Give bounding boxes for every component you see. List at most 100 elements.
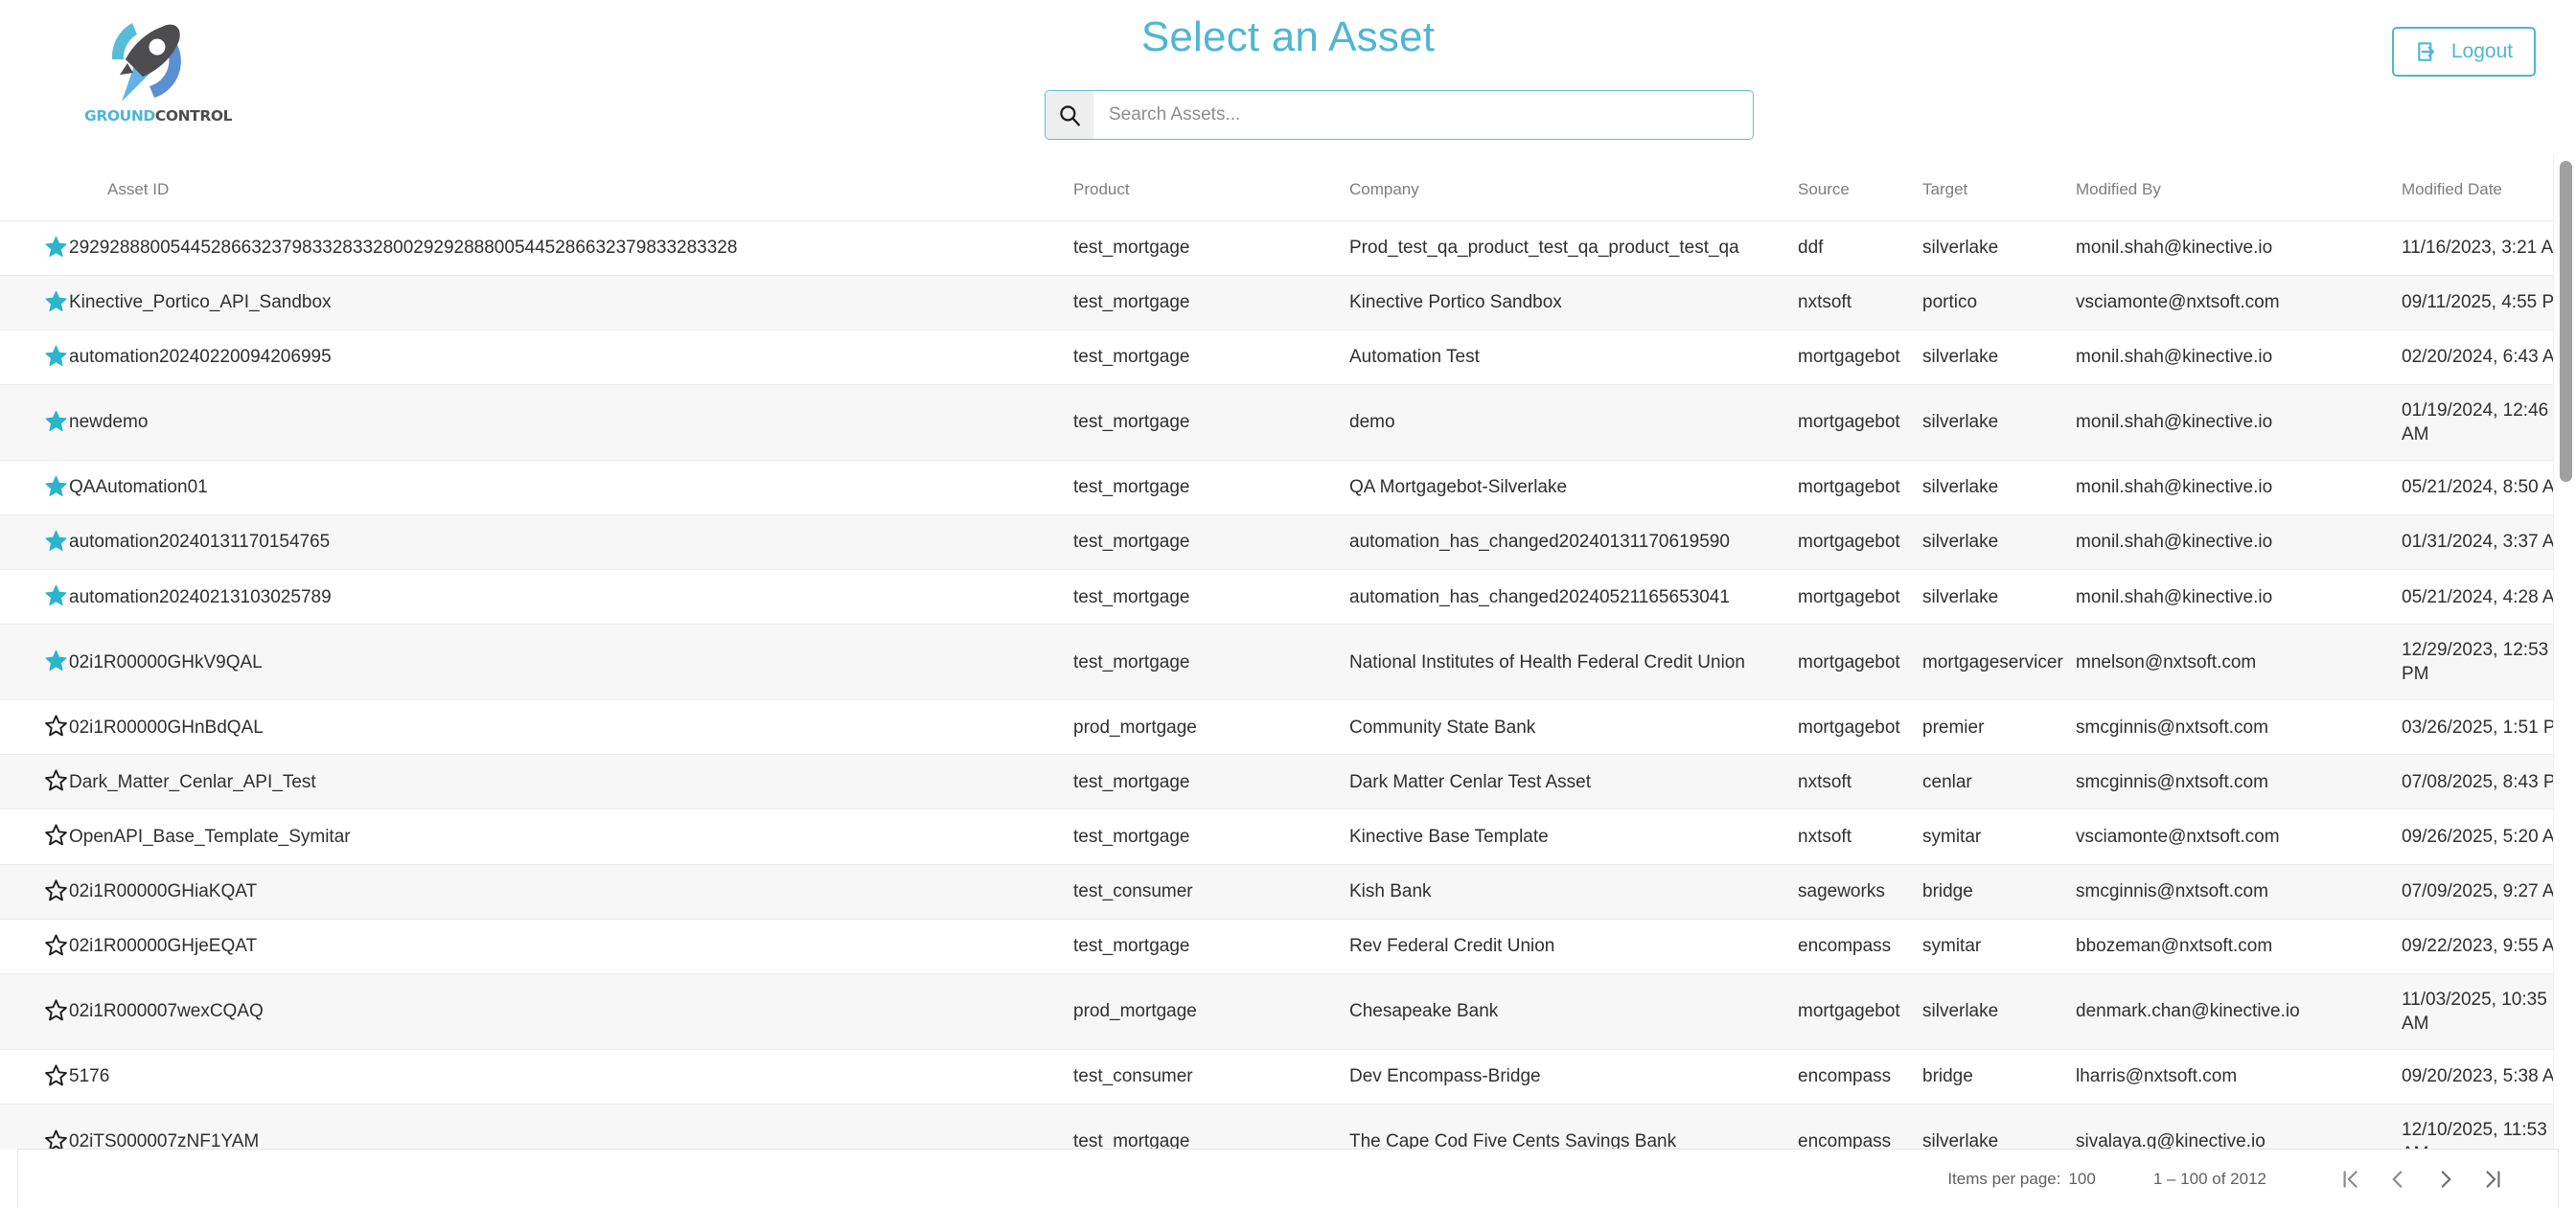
favorite-star-cell[interactable]	[0, 384, 68, 461]
app-logo: GROUNDCONTROL	[84, 17, 233, 134]
cell-modified-by: monil.shah@kinective.io	[2076, 220, 2402, 276]
star-filled-icon[interactable]	[44, 235, 68, 259]
paginator: Items per page: 100 1 – 100 of 2012	[17, 1149, 2559, 1208]
last-page-button[interactable]	[2470, 1155, 2518, 1203]
cell-target: premier	[1922, 699, 2076, 756]
table-row[interactable]: 02i1R00000GHiaKQAT test_consumer Kish Bank…	[0, 864, 2576, 920]
cell-modified-by: vsciamonte@nxtsoft.com	[2076, 809, 2402, 865]
table-row[interactable]: automation20240131170154765 test_mortgage…	[0, 514, 2576, 571]
cell-asset-id: 02i1R000007wexCQAQ	[67, 973, 1073, 1050]
cell-product: test_consumer	[1073, 864, 1349, 920]
cell-modified-by: vsciamonte@nxtsoft.com	[2076, 275, 2402, 330]
items-per-page-select[interactable]: 100	[2068, 1169, 2096, 1188]
table-row[interactable]: 5176 test_consumer Dev Encompass-Bridge enc…	[0, 1049, 2576, 1105]
table-row[interactable]: 02i1R00000GHjeEQAT test_mortgage Rev Feder…	[0, 919, 2576, 974]
table-row[interactable]: Kinective_Portico_API_Sandbox test_mortga…	[0, 275, 2576, 330]
cell-modified-date: 05/21/2024, 8:50 AM	[2402, 460, 2576, 515]
favorite-star-cell[interactable]	[0, 699, 68, 756]
logo-text-control: CONTROL	[154, 107, 233, 125]
star-outline-icon[interactable]	[44, 878, 68, 902]
cell-modified-date: 01/31/2024, 3:37 AM	[2402, 514, 2576, 571]
favorite-star-cell[interactable]	[0, 1104, 67, 1150]
star-outline-icon[interactable]	[44, 823, 68, 847]
star-filled-icon[interactable]	[44, 649, 68, 672]
table-row[interactable]: 02i1R00000GHnBdQAL prod_mortgage Community…	[0, 699, 2576, 756]
favorite-star-cell[interactable]	[0, 1049, 68, 1105]
favorite-star-cell[interactable]	[0, 809, 68, 865]
favorite-star-cell[interactable]	[0, 330, 68, 385]
column-header-product[interactable]: Product	[1073, 153, 1349, 221]
star-filled-icon[interactable]	[44, 474, 68, 498]
cell-asset-id: 02iTS000007zNF1YAM	[67, 1104, 1073, 1150]
favorite-star-cell[interactable]	[0, 919, 68, 974]
search-bar[interactable]	[1045, 90, 1754, 140]
cell-modified-by: monil.shah@kinective.io	[2076, 384, 2402, 461]
favorite-star-cell[interactable]	[0, 514, 68, 571]
star-outline-icon[interactable]	[44, 768, 68, 792]
column-header-source[interactable]: Source	[1798, 153, 1922, 221]
table-row[interactable]: OpenAPI_Base_Template_Symitar test_mortga…	[0, 809, 2576, 865]
star-outline-icon[interactable]	[44, 1128, 68, 1150]
table-row[interactable]: newdemo test_mortgage demo mortgagebot silve…	[0, 384, 2576, 461]
first-page-button[interactable]	[2326, 1155, 2374, 1203]
cell-asset-id: newdemo	[67, 384, 1073, 461]
star-filled-icon[interactable]	[44, 289, 68, 313]
table-row[interactable]: 02i1R000007wexCQAQ prod_mortgage Chesapeak…	[0, 973, 2576, 1050]
table-row[interactable]: 02i1R00000GHkV9QAL test_mortgage National …	[0, 624, 2576, 701]
table-row[interactable]: automation20240213103025789 test_mortgage…	[0, 569, 2576, 626]
column-header-modified-date[interactable]: Modified Date	[2402, 153, 2576, 221]
favorite-star-cell[interactable]	[0, 275, 67, 330]
cell-company: Community State Bank	[1349, 699, 1798, 756]
cell-target: silverlake	[1922, 220, 2076, 276]
cell-source: nxtsoft	[1798, 809, 1922, 865]
star-filled-icon[interactable]	[44, 409, 68, 433]
search-input[interactable]	[1093, 91, 1753, 139]
star-outline-icon[interactable]	[44, 1063, 68, 1087]
column-header-asset-id[interactable]: Asset ID	[67, 153, 1073, 221]
table-row[interactable]: automation20240220094206995 test_mortgage…	[0, 330, 2576, 385]
cell-product: test_mortgage	[1073, 460, 1349, 515]
favorite-star-cell[interactable]	[0, 624, 68, 701]
table-row[interactable]: QAAutomation01 test_mortgage QA Mortgagebo…	[0, 460, 2576, 515]
favorite-star-cell[interactable]	[0, 460, 68, 515]
table-row[interactable]: Dark_Matter_Cenlar_API_Test test_mortgage…	[0, 754, 2576, 810]
cell-target: silverlake	[1922, 330, 2076, 385]
column-header-target[interactable]: Target	[1922, 153, 2076, 221]
search-icon[interactable]	[1046, 91, 1093, 139]
favorite-star-cell[interactable]	[0, 864, 68, 920]
favorite-star-cell[interactable]	[0, 754, 68, 810]
column-header-company[interactable]: Company	[1349, 153, 1798, 221]
cell-product: test_mortgage	[1073, 384, 1349, 461]
column-header-modified-by[interactable]: Modified By	[2076, 153, 2402, 221]
table-row[interactable]: 2929288800544528663237983328332800292928…	[0, 220, 2576, 276]
cell-company: Chesapeake Bank	[1349, 973, 1798, 1050]
favorite-star-cell[interactable]	[0, 973, 68, 1050]
cell-product: test_mortgage	[1073, 514, 1349, 571]
table-scrollbar-thumb[interactable]	[2560, 161, 2572, 482]
cell-asset-id: OpenAPI_Base_Template_Symitar	[67, 809, 1073, 865]
cell-product: test_mortgage	[1073, 624, 1349, 701]
cell-asset-id: Kinective_Portico_API_Sandbox	[67, 275, 1073, 330]
table-row[interactable]: 02iTS000007zNF1YAM test_mortgage The Cape …	[0, 1104, 2576, 1150]
favorite-star-cell[interactable]	[0, 220, 68, 276]
cell-modified-by: monil.shah@kinective.io	[2076, 514, 2402, 571]
star-filled-icon[interactable]	[44, 529, 68, 553]
previous-page-button[interactable]	[2374, 1155, 2422, 1203]
cell-modified-date: 07/08/2025, 8:43 PM	[2402, 754, 2576, 810]
cell-modified-date: 09/26/2025, 5:20 AM	[2402, 809, 2576, 865]
logout-button[interactable]: Logout	[2392, 27, 2536, 77]
cell-modified-by: monil.shah@kinective.io	[2076, 330, 2402, 385]
cell-source: mortgagebot	[1798, 973, 1922, 1050]
page-title: Select an Asset	[1140, 13, 1436, 60]
next-page-button[interactable]	[2422, 1155, 2470, 1203]
star-outline-icon[interactable]	[44, 714, 68, 738]
star-filled-icon[interactable]	[44, 583, 68, 607]
first-page-icon	[2343, 1170, 2358, 1188]
star-filled-icon[interactable]	[44, 344, 68, 368]
star-outline-icon[interactable]	[44, 933, 68, 957]
cell-modified-by: bbozeman@nxtsoft.com	[2076, 919, 2402, 974]
star-outline-icon[interactable]	[44, 998, 68, 1022]
cell-target: cenlar	[1922, 754, 2076, 810]
table-scrollbar-track[interactable]	[2553, 153, 2576, 1150]
favorite-star-cell[interactable]	[0, 569, 68, 626]
